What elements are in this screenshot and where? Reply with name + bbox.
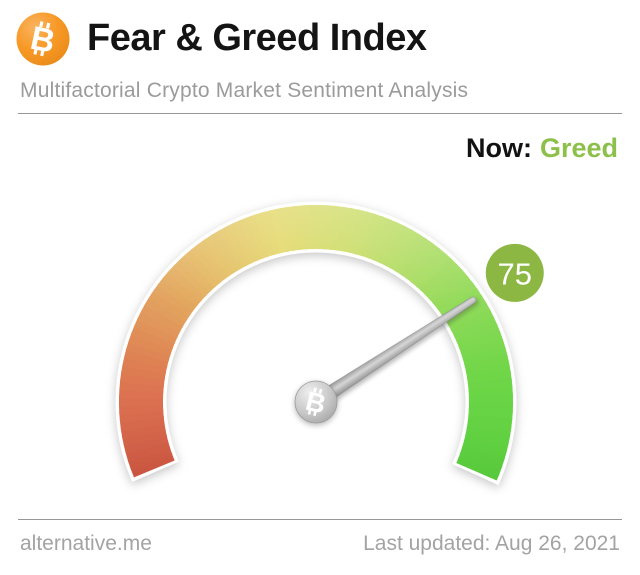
gauge-hub <box>294 380 338 424</box>
gauge-value-label: 75 <box>498 256 532 291</box>
gauge-chart: B75 <box>115 201 544 486</box>
status-label: Now: <box>465 133 532 163</box>
status-line: Now: Greed <box>466 133 618 164</box>
status-value: Greed <box>539 133 618 163</box>
header: B Fear & Greed Index <box>16 12 427 66</box>
gauge-arc-gloss <box>118 205 513 481</box>
gauge-value-badge: 75 <box>485 243 544 302</box>
bitcoin-logo-icon: B <box>16 12 70 66</box>
gauge-needle <box>298 296 477 418</box>
header-divider <box>18 113 622 114</box>
last-updated: Last updated: Aug 26, 2021 <box>363 532 620 555</box>
site-link[interactable]: alternative.me <box>20 532 152 555</box>
footer-divider <box>18 519 622 520</box>
subtitle: Multifactorial Crypto Market Sentiment A… <box>20 79 469 102</box>
footer: alternative.me Last updated: Aug 26, 202… <box>20 532 620 556</box>
page-title: Fear & Greed Index <box>87 17 427 60</box>
